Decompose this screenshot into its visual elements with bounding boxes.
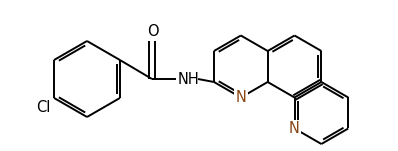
Text: NH: NH	[178, 72, 200, 87]
Text: N: N	[235, 90, 246, 105]
Text: N: N	[289, 121, 300, 136]
Text: O: O	[147, 24, 159, 39]
Text: Cl: Cl	[36, 100, 50, 115]
